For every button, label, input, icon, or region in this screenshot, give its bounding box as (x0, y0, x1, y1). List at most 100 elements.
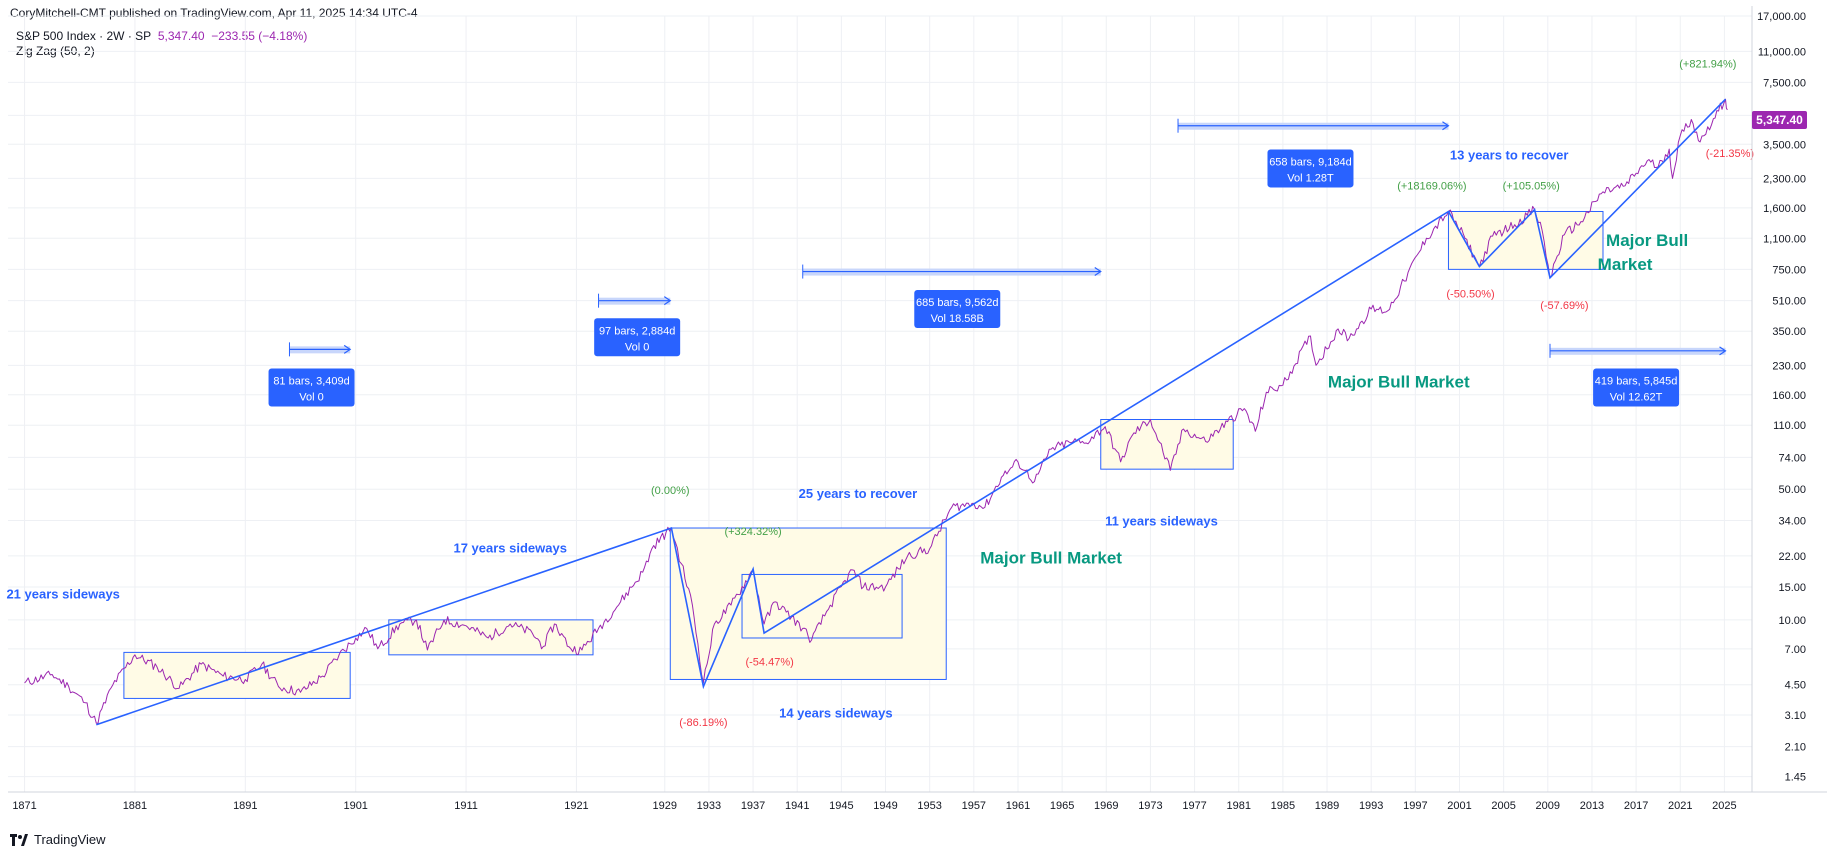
range-box (123, 651, 351, 699)
stat-box-bg (268, 368, 355, 407)
stat-box-line1: 419 bars, 5,845d (1595, 376, 1678, 388)
stat-box: 419 bars, 5,845d Vol 12.62T (1593, 368, 1680, 407)
y-tick-label: 7,500.00 (1763, 77, 1806, 89)
measure-arrowhead (343, 344, 352, 354)
annotation-label: Major Bull (1606, 231, 1688, 250)
y-tick-label: 74.00 (1778, 452, 1806, 464)
symbol-price: 5,347.40 (157, 29, 205, 43)
stat-box: 685 bars, 9,562d Vol 18.58B (914, 290, 1001, 329)
annotation-label: (-86.19%) (679, 717, 727, 729)
x-tick-label: 1957 (962, 800, 986, 812)
stat-box: 658 bars, 9,184d Vol 1.28T (1267, 149, 1354, 188)
measure-arrows (288, 118, 1727, 358)
annotation-label: (-21.35%) (1706, 148, 1754, 160)
x-tick-label: 1961 (1006, 800, 1030, 812)
annotation-label: (+105.05%) (1503, 181, 1560, 193)
symbol-legend[interactable]: S&P 500 Index · 2W · SP 5,347.40 −233.55… (16, 29, 307, 43)
x-tick-label: 2001 (1447, 800, 1471, 812)
stat-box-line2: Vol 18.58B (931, 313, 984, 325)
stat-box-bg (1593, 368, 1680, 407)
footer: TradingView (10, 832, 106, 847)
annotation-label: (+324.32%) (724, 526, 781, 538)
y-tick-label: 11,000.00 (1758, 46, 1806, 58)
annotation-label: (0.00%) (651, 485, 690, 497)
annotation-label: 25 years to recover (799, 486, 918, 501)
y-tick-label: 7.00 (1785, 644, 1806, 656)
x-tick-label: 1973 (1138, 800, 1162, 812)
stat-boxes: 81 bars, 3,409d Vol 0 97 bars, 2,884d Vol 0… (268, 149, 1680, 407)
x-tick-label: 2021 (1668, 800, 1692, 812)
annotation-label: (-57.69%) (1540, 300, 1588, 312)
annotation-label: Major Bull Market (980, 549, 1122, 568)
annotation-label: Market (1598, 255, 1653, 274)
stat-box-line2: Vol 0 (625, 341, 649, 353)
y-tick-label: 10.00 (1778, 615, 1806, 627)
zigzag-line (96, 98, 1727, 726)
y-tick-label: 110.00 (1773, 420, 1806, 432)
tradingview-logo-icon (10, 833, 28, 846)
stat-box-line2: Vol 1.28T (1287, 172, 1334, 184)
x-tick-label: 1911 (454, 800, 478, 812)
y-tick-label: 4.50 (1785, 680, 1806, 692)
x-tick-label: 1881 (123, 800, 147, 812)
y-tick-label: 350.00 (1772, 326, 1806, 338)
annotation-label: (-54.47%) (745, 657, 793, 669)
y-tick-label: 15.00 (1778, 582, 1806, 594)
range-box (741, 573, 903, 639)
measure-arrowhead (663, 296, 672, 306)
range-box (1447, 210, 1604, 270)
x-tick-label: 1901 (343, 800, 367, 812)
x-tick-label: 1945 (829, 800, 853, 812)
stat-box-line1: 685 bars, 9,562d (916, 297, 999, 309)
y-tick-label: 2.10 (1785, 742, 1806, 754)
symbol-change: −233.55 (−4.18%) (211, 29, 308, 43)
x-tick-label: 1949 (873, 800, 897, 812)
x-tick-label: 2013 (1580, 800, 1604, 812)
annotation-label: Major Bull Market (1328, 373, 1470, 392)
annotation-label: 11 years sideways (1105, 513, 1218, 528)
annotation-label: 21 years sideways (6, 587, 119, 602)
annotation-label: 14 years sideways (779, 706, 892, 721)
stat-box-line1: 97 bars, 2,884d (599, 325, 675, 337)
annotation-label: (+821.94%) (1679, 59, 1736, 71)
x-tick-label: 1929 (653, 800, 677, 812)
y-tick-label: 22.00 (1778, 551, 1806, 563)
x-tick-label: 1965 (1050, 800, 1074, 812)
y-tick-label: 17,000.00 (1757, 11, 1806, 23)
x-tick-label: 2017 (1624, 800, 1648, 812)
range-box (388, 619, 594, 656)
range-boxes (123, 210, 1604, 699)
stat-box-line2: Vol 12.62T (1610, 392, 1663, 404)
last-price-tag: 5,347.40 (1752, 111, 1807, 129)
x-tick-label: 1989 (1315, 800, 1339, 812)
stat-box-line1: 658 bars, 9,184d (1269, 156, 1352, 168)
x-tick-label: 2005 (1491, 800, 1515, 812)
x-tick-label: 1993 (1359, 800, 1383, 812)
y-tick-label: 510.00 (1772, 296, 1806, 308)
axes: 1871 1881 1891 1901 1911 1921 1929 1933 1937 1941… (8, 6, 1827, 812)
y-tick-label: 750.00 (1772, 264, 1806, 276)
y-tick-label: 1.45 (1785, 772, 1806, 784)
y-tick-label: 34.00 (1778, 516, 1806, 528)
x-tick-label: 1997 (1403, 800, 1427, 812)
x-tick-label: 1969 (1094, 800, 1118, 812)
symbol-name: S&P 500 Index · 2W · SP (16, 29, 152, 43)
stat-box-line1: 81 bars, 3,409d (273, 376, 349, 388)
x-tick-label: 1981 (1226, 800, 1250, 812)
annotations: 21 years sideways 17 years sideways 25 yea… (6, 59, 1754, 730)
stat-box-line2: Vol 0 (299, 392, 323, 404)
y-tick-label: 2,300.00 (1763, 173, 1806, 185)
x-tick-label: 1871 (12, 800, 36, 812)
tradingview-brand: TradingView (34, 832, 106, 847)
y-tick-label: 160.00 (1772, 390, 1806, 402)
stat-box-bg (594, 318, 681, 357)
stat-box-bg (914, 290, 1001, 329)
measure-arrowhead (1094, 267, 1102, 277)
range-box (1100, 419, 1234, 470)
x-tick-label: 1933 (697, 800, 721, 812)
y-tick-label: 50.00 (1778, 484, 1806, 496)
x-tick-label: 1937 (741, 800, 765, 812)
x-tick-label: 1985 (1271, 800, 1295, 812)
annotation-label: 13 years to recover (1450, 148, 1569, 163)
